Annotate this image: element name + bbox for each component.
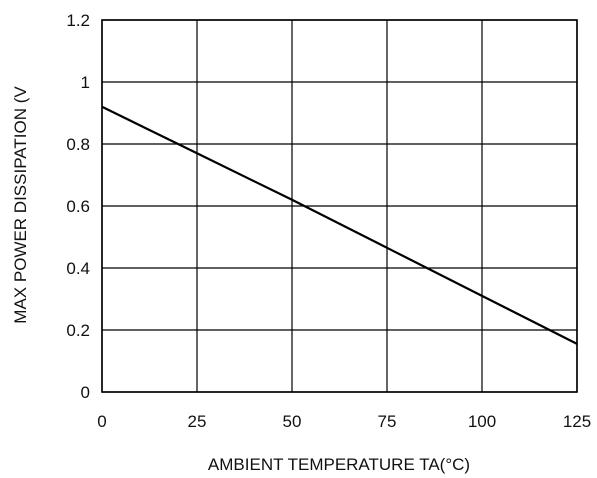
x-tick-label: 0 (97, 412, 106, 431)
x-tick-label: 50 (283, 412, 302, 431)
x-axis-title: AMBIENT TEMPERATURE TA(°C) (208, 455, 470, 474)
x-tick-label: 25 (188, 412, 207, 431)
y-tick-label: 1 (81, 73, 90, 92)
y-axis-title: MAX POWER DISSIPATION (V (11, 86, 30, 324)
y-tick-label: 1.2 (66, 11, 90, 30)
y-tick-label: 0.2 (66, 321, 90, 340)
x-tick-label: 125 (563, 412, 591, 431)
grid (101, 19, 578, 393)
y-tick-label: 0.4 (66, 259, 90, 278)
plot-frame (101, 19, 578, 393)
series-layer (101, 105, 578, 345)
x-tick-label: 100 (468, 412, 496, 431)
y-tick-label: 0.8 (66, 135, 90, 154)
tick-labels: 0 25 50 75 100 125 0 0.2 0.4 0.6 0.8 1 1.2 (66, 11, 591, 431)
x-tick-label: 75 (378, 412, 397, 431)
y-tick-label: 0.6 (66, 197, 90, 216)
series-line (101, 105, 578, 345)
y-tick-label: 0 (81, 383, 90, 402)
